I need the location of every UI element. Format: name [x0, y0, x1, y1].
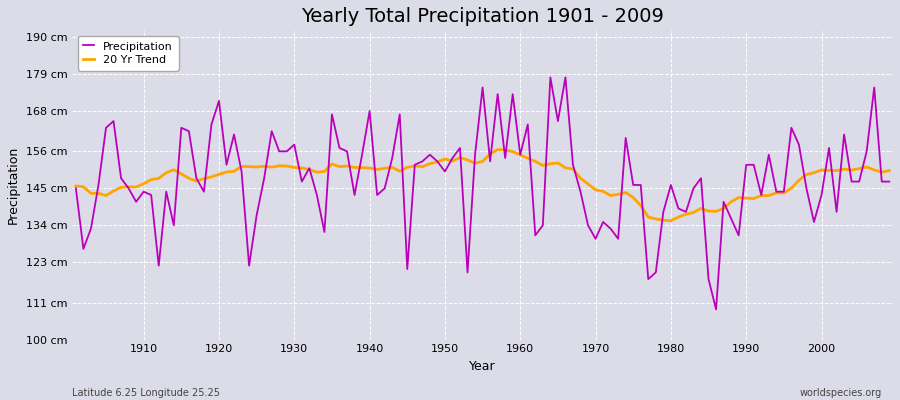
- Text: worldspecies.org: worldspecies.org: [800, 388, 882, 398]
- Line: Precipitation: Precipitation: [76, 77, 889, 309]
- Precipitation: [296, 179, 307, 184]
- 20 Yr Trend: [70, 184, 81, 188]
- Legend: Precipitation, 20 Yr Trend: Precipitation, 20 Yr Trend: [77, 36, 178, 70]
- 20 Yr Trend: [492, 147, 503, 152]
- Text: Latitude 6.25 Longitude 25.25: Latitude 6.25 Longitude 25.25: [72, 388, 220, 398]
- 20 Yr Trend: [522, 156, 533, 161]
- 20 Yr Trend: [665, 218, 676, 223]
- Precipitation: [130, 199, 141, 204]
- Precipitation: [545, 75, 556, 80]
- 20 Yr Trend: [296, 166, 307, 170]
- Precipitation: [70, 186, 81, 191]
- Line: 20 Yr Trend: 20 Yr Trend: [76, 150, 889, 221]
- Precipitation: [342, 149, 353, 154]
- 20 Yr Trend: [884, 168, 895, 173]
- 20 Yr Trend: [130, 185, 141, 190]
- Precipitation: [711, 307, 722, 312]
- Precipitation: [508, 92, 518, 96]
- Precipitation: [884, 179, 895, 184]
- 20 Yr Trend: [515, 152, 526, 157]
- Title: Yearly Total Precipitation 1901 - 2009: Yearly Total Precipitation 1901 - 2009: [302, 7, 664, 26]
- Precipitation: [515, 152, 526, 157]
- Y-axis label: Precipitation: Precipitation: [7, 146, 20, 224]
- 20 Yr Trend: [613, 192, 624, 197]
- Precipitation: [613, 236, 624, 241]
- 20 Yr Trend: [342, 164, 353, 168]
- X-axis label: Year: Year: [469, 360, 496, 373]
